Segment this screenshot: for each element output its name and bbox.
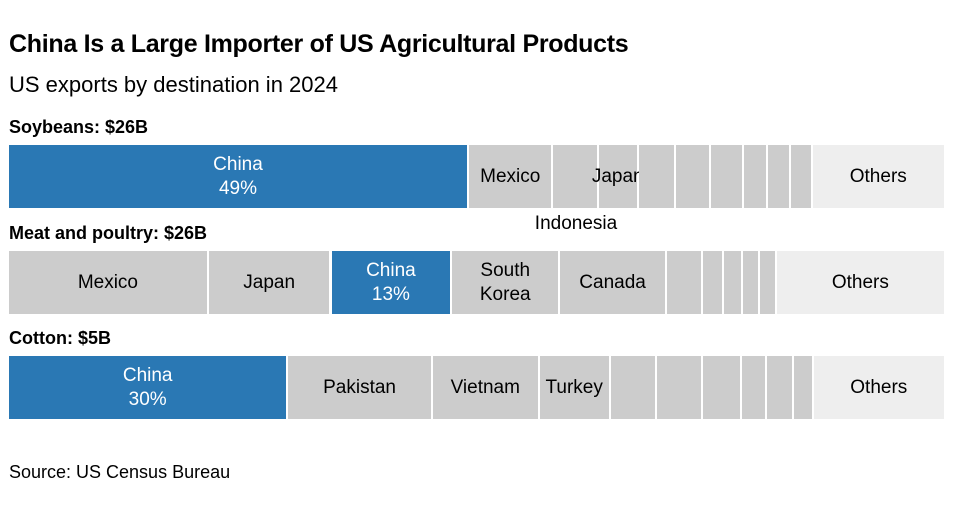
bar-segment-others: Others <box>812 145 944 208</box>
bar-segment-unlabeled <box>743 251 760 314</box>
bar-segment-unlabeled <box>676 145 712 208</box>
bar-segment-canada: Canada <box>560 251 668 314</box>
segment-value-label: 49% <box>218 177 257 199</box>
bar-cotton: China 30% Pakistan Vietnam Turkey Others <box>9 356 944 419</box>
chart-title: China Is a Large Importer of US Agricult… <box>9 30 629 58</box>
bar-segment-unlabeled <box>744 145 769 208</box>
chart-subtitle: US exports by destination in 2024 <box>9 72 338 97</box>
segment-label: Others <box>849 165 907 187</box>
segment-label: Mexico <box>480 165 541 187</box>
bar-segment-unlabeled <box>768 145 791 208</box>
bar-segment-unlabeled <box>741 356 768 419</box>
segment-label: China 30% <box>123 364 173 412</box>
bar-segment-unlabeled <box>667 251 704 314</box>
bar-segment-unlabeled <box>702 356 742 419</box>
bar-segment-unlabeled <box>767 356 795 419</box>
segment-label: South Korea <box>479 259 531 305</box>
group-label-soybeans: Soybeans: $26B <box>9 117 149 137</box>
segment-label: Others <box>831 271 889 293</box>
bar-segment-unlabeled <box>711 145 745 208</box>
bar-segment-unlabeled <box>610 356 658 419</box>
group-label-cotton: Cotton: $5B <box>9 328 111 348</box>
segment-label: Others <box>850 376 908 398</box>
segment-label: China 49% <box>213 153 263 201</box>
segment-label: China 13% <box>366 259 416 307</box>
segment-label: Japan <box>591 165 644 187</box>
segment-label: Mexico <box>77 271 138 293</box>
bar-segment-mexico: Mexico <box>9 251 209 314</box>
segment-outside-label: Indonesia <box>534 213 618 234</box>
bar-segment-china: China 30% <box>9 356 289 419</box>
segment-name: China <box>122 364 173 386</box>
segment-name: China <box>213 153 263 175</box>
segment-label: Japan <box>243 271 296 293</box>
segment-label: Pakistan <box>323 376 396 398</box>
bar-segment-unlabeled <box>759 251 777 314</box>
bar-segment-unlabeled <box>638 145 677 208</box>
source-note: Source: US Census Bureau <box>9 462 231 482</box>
bar-segment-unlabeled <box>657 356 703 419</box>
bar-meat-poultry: Mexico Japan China 13% South Korea Canada Othe… <box>9 251 944 314</box>
bar-segment-mexico: Mexico <box>468 145 554 208</box>
bar-segment-pakistan: Pakistan <box>288 356 433 419</box>
bar-segment-vietnam: Vietnam <box>432 356 540 419</box>
segment-value-label: 30% <box>128 388 167 410</box>
bar-segment-others: Others <box>813 356 944 419</box>
segment-value-label: 13% <box>371 283 410 305</box>
segment-name: China <box>366 259 416 281</box>
bar-segment-others: Others <box>776 251 944 314</box>
bar-segment-south-korea: South Korea <box>452 251 561 314</box>
segment-label: Turkey <box>545 376 603 398</box>
segment-label: Canada <box>579 271 646 293</box>
group-label-meat: Meat and poultry: $26B <box>9 223 208 243</box>
bar-segment-unlabeled <box>790 145 813 208</box>
segment-label: Vietnam <box>450 376 520 398</box>
bar-segment-turkey: Turkey <box>539 356 611 419</box>
bar-segment-unlabeled <box>723 251 744 314</box>
bar-segment-unlabeled <box>794 356 814 419</box>
bar-segment-china: China 49% <box>9 145 469 208</box>
bar-segment-unlabeled <box>703 251 724 314</box>
bar-segment-japan: Japan <box>592 145 644 208</box>
bar-soybeans: China 49% Mexico Japan Others <box>9 145 944 208</box>
bar-segment-china: China 13% <box>331 251 453 314</box>
bar-segment-indonesia <box>553 145 599 208</box>
bar-segment-japan: Japan <box>208 251 332 314</box>
